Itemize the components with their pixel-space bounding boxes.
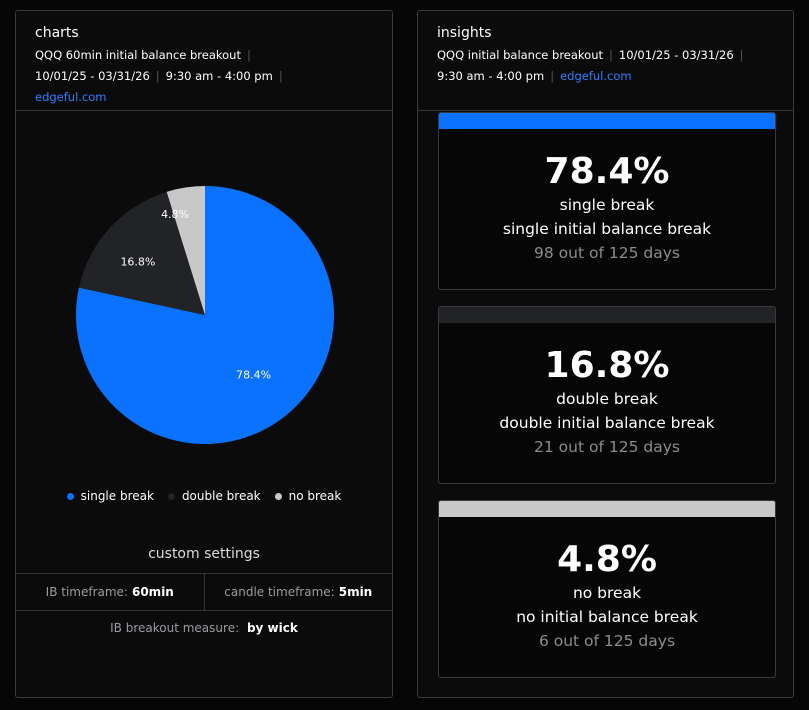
insight-percentage: 78.4% [544,151,670,192]
breakout-measure-value: by wick [246,621,298,635]
charts-subtitle: QQQ 60min initial balance breakout [35,48,241,62]
breakout-measure-label: IB breakout measure: [110,621,240,635]
insights-meta-line-2: 9:30 am - 4:00 pm | edgeful.com [437,69,632,83]
charts-panel: charts QQQ 60min initial balance breakou… [15,10,393,698]
settings-row: IB timeframe: 60min candle timeframe: 5m… [16,573,392,611]
ib-timeframe-value: 60min [131,585,174,599]
insights-meta-line-1: QQQ initial balance breakout | 10/01/25 - … [437,48,744,62]
slice-no-break[interactable] [166,186,205,315]
candle-timeframe-setting: candle timeframe: 5min [203,574,393,610]
custom-settings-title: custom settings [148,546,260,562]
insight-description: no initial balance break [516,608,698,626]
insights-subtitle: QQQ initial balance breakout [437,48,604,62]
legend-dot-icon [167,492,175,500]
charts-title: charts [35,25,79,41]
insight-color-bar [439,307,775,323]
charts-time-range: 9:30 am - 4:00 pm [165,69,273,83]
slice-single-break[interactable] [75,186,334,444]
insight-day-count: 21 out of 125 days [534,438,680,456]
insights-time-range: 9:30 am - 4:00 pm [437,69,545,83]
charts-meta-line-1: QQQ 60min initial balance breakout | [35,48,251,62]
charts-meta-line-2: 10/01/25 - 03/31/26 | 9:30 am - 4:00 pm | [35,69,283,83]
insight-day-count: 98 out of 125 days [534,244,680,262]
charts-edgeful-link[interactable]: edgeful.com [35,90,107,104]
insight-color-bar [439,501,775,517]
insight-percentage: 16.8% [544,345,670,386]
insight-card-no-break: 4.8% no break no initial balance break 6… [438,500,776,678]
charts-meta-line-3: edgeful.com [35,87,373,108]
chart-legend: single break double break no break [16,489,392,503]
insight-percentage: 4.8% [557,539,657,580]
insights-panel: insights QQQ initial balance breakout | 10… [417,10,794,698]
insight-label: no break [572,584,642,602]
candle-timeframe-value: 5min [338,585,373,599]
slice-double-break[interactable] [78,191,205,315]
insight-label: double break [556,390,658,408]
legend-item-double-break[interactable]: double break [167,489,261,503]
insight-description: single initial balance break [502,220,712,238]
insight-card-double-break: 16.8% double break double initial balanc… [438,306,776,484]
legend-label: no break [288,489,342,503]
insight-card-single-break: 78.4% single break single initial balanc… [438,112,776,290]
insights-edgeful-link[interactable]: edgeful.com [560,69,632,83]
legend-label: single break [80,489,154,503]
charts-date-range: 10/01/25 - 03/31/26 [35,69,150,83]
legend-item-no-break[interactable]: no break [274,489,342,503]
slice-label: 16.8% [120,256,155,269]
slice-label: 4.8% [161,208,189,221]
legend-item-single-break[interactable]: single break [66,489,154,503]
breakout-measure-setting: IB breakout measure: by wick [16,621,392,635]
slice-label: 78.4% [236,368,271,381]
candle-timeframe-label: candle timeframe: [224,585,335,599]
insight-day-count: 6 out of 125 days [538,632,676,650]
insight-color-bar [439,113,775,129]
legend-dot-icon [66,492,74,500]
legend-label: double break [181,489,261,503]
insight-label: single break [559,196,655,214]
pie-chart: 78.4% 16.8% 4.8% [75,186,334,444]
insights-date-range: 10/01/25 - 03/31/26 [618,48,734,62]
insight-description: double initial balance break [499,414,715,432]
ib-timeframe-setting: IB timeframe: 60min [16,574,204,610]
ib-timeframe-label: IB timeframe: [45,585,128,599]
charts-header: charts QQQ 60min initial balance breakou… [16,11,392,111]
insights-title: insights [437,25,492,41]
insights-header: insights QQQ initial balance breakout | 10… [418,11,793,111]
legend-dot-icon [274,492,282,500]
